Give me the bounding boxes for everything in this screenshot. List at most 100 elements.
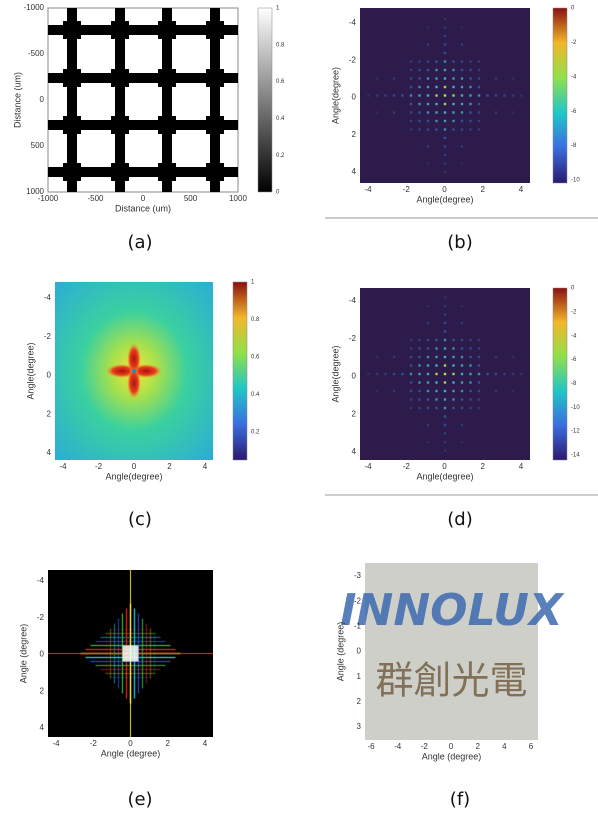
pattern-dot	[495, 94, 497, 96]
pattern-dot	[461, 381, 463, 383]
pattern-dot	[461, 60, 463, 62]
pattern-dot	[410, 111, 412, 113]
y-axis-label: Angle(degree)	[25, 342, 35, 399]
pattern-dot	[469, 398, 471, 400]
colorbar-tick-label: 0.4	[251, 392, 260, 398]
logo-text: INNOLUX	[340, 585, 565, 636]
pattern-dot	[503, 94, 505, 96]
pattern-dot	[512, 77, 514, 79]
pattern-dot	[410, 381, 412, 383]
colorbar-tick-label: 0.8	[276, 42, 285, 48]
pattern-dot	[444, 381, 446, 383]
pattern-dot	[478, 103, 480, 105]
pattern-dot	[418, 86, 420, 88]
pattern-dot	[410, 128, 412, 130]
pattern-dot	[452, 347, 454, 349]
colorbar	[553, 288, 567, 460]
pattern-dot	[444, 407, 446, 409]
pattern-dot	[478, 364, 480, 366]
pattern-dot	[410, 69, 412, 71]
pattern-dot	[444, 35, 446, 37]
pattern-dot	[435, 103, 437, 105]
pattern-dot	[444, 364, 446, 366]
caption: (a)	[127, 232, 152, 253]
grid-node	[63, 21, 81, 39]
pattern-dot	[444, 145, 446, 147]
pattern-dot	[410, 86, 412, 88]
colorbar-tick-label: -2	[571, 40, 577, 46]
pattern-dot	[427, 356, 429, 358]
pattern-dot	[444, 313, 446, 315]
y-axis-label: Angle(degree)	[330, 67, 340, 124]
pattern-dot	[512, 373, 514, 375]
pattern-dot	[418, 373, 420, 375]
pattern-dot	[444, 424, 446, 426]
pattern-dot	[478, 373, 480, 375]
pattern-dot	[435, 60, 437, 62]
pattern-dot	[452, 390, 454, 392]
pattern-dot	[520, 373, 522, 375]
pattern-dot	[495, 356, 497, 358]
panel: -4-2024-4-2024Angle(degree)Angle(degree)…	[330, 286, 580, 530]
colorbar-tick-label: -14	[571, 453, 580, 459]
grid-node	[111, 116, 129, 134]
x-tick-label: 4	[519, 185, 524, 194]
pattern-dot	[452, 60, 454, 62]
pattern-dot	[444, 52, 446, 54]
pattern-dot	[503, 373, 505, 375]
x-tick-label: 0	[449, 742, 454, 751]
y-tick-label: -4	[37, 576, 45, 585]
pattern-dot	[435, 120, 437, 122]
x-tick-label: 0	[442, 185, 447, 194]
pattern-dot	[367, 94, 369, 96]
pattern-dot	[461, 43, 463, 45]
pattern-dot	[452, 77, 454, 79]
pattern-dot	[418, 103, 420, 105]
x-tick-label: -4	[394, 742, 402, 751]
x-tick-label: 4	[502, 742, 507, 751]
x-tick-label: 4	[203, 739, 208, 748]
y-tick-label: 4	[47, 448, 52, 457]
pattern-dot	[427, 120, 429, 122]
x-tick-label: 4	[519, 462, 524, 471]
pattern-dot	[410, 407, 412, 409]
pattern-dot	[461, 145, 463, 147]
pattern-dot	[418, 339, 420, 341]
pattern-dot	[444, 111, 446, 113]
pattern-dot	[469, 86, 471, 88]
pattern-dot	[444, 94, 446, 96]
caption: (f)	[450, 789, 470, 810]
caption: (d)	[447, 509, 472, 530]
pattern-dot	[418, 128, 420, 130]
y-tick-label: -4	[349, 296, 357, 305]
x-axis-label: Distance (um)	[115, 203, 171, 213]
pattern-dot	[427, 128, 429, 130]
pattern-dot	[435, 398, 437, 400]
pattern-dot	[444, 390, 446, 392]
pattern-dot	[461, 407, 463, 409]
grid-node	[206, 163, 224, 181]
figure: -1000-50005001000-1000-50005001000Distan…	[0, 0, 598, 814]
pattern-dot	[444, 77, 446, 79]
pattern-dot	[418, 356, 420, 358]
pattern-dot	[469, 390, 471, 392]
pattern-dot	[427, 398, 429, 400]
pattern-dot	[461, 424, 463, 426]
pattern-dot	[478, 381, 480, 383]
y-tick-label: 2	[357, 697, 362, 706]
pattern-dot	[418, 347, 420, 349]
caption: (e)	[127, 789, 152, 810]
pattern-dot	[469, 120, 471, 122]
x-tick-label: -2	[90, 739, 98, 748]
colorbar-tick-label: 0.8	[251, 317, 260, 323]
x-tick-label: 2	[167, 462, 172, 471]
pattern-dot	[427, 77, 429, 79]
x-tick-label: 2	[481, 185, 486, 194]
panel: -4-2024-4-2024Angle(degree)Angle(degree)…	[25, 280, 260, 530]
x-tick-label: 2	[475, 742, 480, 751]
x-axis-label: Angle (degree)	[101, 748, 161, 758]
pattern-dot	[435, 373, 437, 375]
pattern-dot	[427, 305, 429, 307]
pattern-dot	[461, 120, 463, 122]
colorbar-tick-label: 1	[276, 6, 280, 12]
